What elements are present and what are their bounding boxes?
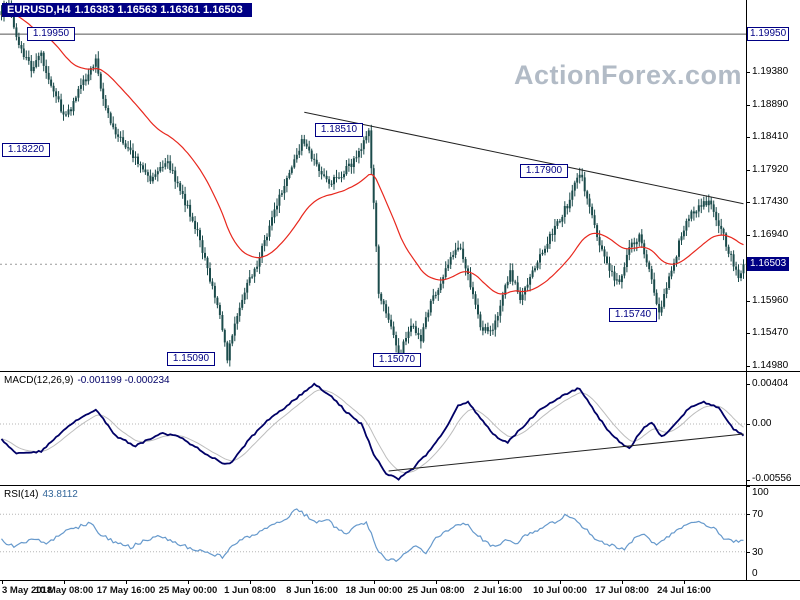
- price-axis-tick-label: 1.16940: [752, 229, 789, 240]
- time-axis-label: 17 Jul 08:00: [595, 585, 649, 596]
- time-axis-label: 25 May 00:00: [158, 585, 218, 596]
- time-axis-label: 10 May 08:00: [34, 585, 94, 596]
- panel-divider: [0, 371, 800, 372]
- time-axis-label: 10 Jul 00:00: [533, 585, 587, 596]
- macd-chart-canvas[interactable]: [0, 372, 746, 485]
- axis-tickmark: [746, 580, 750, 581]
- time-axis-label: 18 Jun 00:00: [345, 585, 403, 596]
- macd-values: -0.001199 -0.000234: [77, 375, 170, 386]
- axis-tickmark: [746, 384, 750, 385]
- rsi-axis-tick-label: 30: [752, 546, 764, 558]
- panel-divider: [0, 485, 800, 486]
- rsi-indicator-label: RSI(14) 43.8112: [4, 489, 78, 500]
- time-axis-label: 25 Jun 08:00: [407, 585, 465, 596]
- time-axis-label: 17 May 16:00: [96, 585, 156, 596]
- axis-tickmark: [746, 514, 750, 515]
- symbol-label: EURUSD,H4: [7, 4, 71, 16]
- price-axis-tick-label: 1.17920: [752, 164, 789, 175]
- rsi-axis-tick-label: 0: [752, 568, 758, 579]
- level-axis-label: 1.19950: [747, 27, 790, 41]
- time-axis-tickmark: [436, 581, 437, 584]
- time-axis-label: 3 May 2018: [2, 585, 53, 596]
- time-axis-tickmark: [250, 581, 251, 584]
- price-axis-tick-label: 1.18890: [752, 99, 789, 110]
- axis-tickmark: [746, 301, 750, 302]
- axis-tickmark: [746, 105, 750, 106]
- axis-divider: [746, 0, 747, 581]
- macd-axis-tick-label: 0.00: [752, 418, 772, 429]
- price-axis-tick-label: 1.18410: [752, 131, 789, 142]
- price-chart-canvas[interactable]: [0, 0, 746, 371]
- rsi-chart-canvas[interactable]: [0, 486, 746, 580]
- axis-tickmark: [746, 366, 750, 367]
- rsi-value: 43.8112: [42, 489, 78, 500]
- time-axis-tickmark: [684, 581, 685, 584]
- time-axis-tickmark: [622, 581, 623, 584]
- symbol-ohlc-header: EURUSD,H4 1.16383 1.16563 1.16361 1.16503: [2, 3, 252, 17]
- panel-divider: [0, 580, 800, 581]
- rsi-name: RSI(14): [4, 489, 39, 500]
- axis-tickmark: [746, 170, 750, 171]
- macd-indicator-label: MACD(12,26,9) -0.001199 -0.000234: [4, 375, 170, 386]
- time-axis-tickmark: [498, 581, 499, 584]
- time-axis-tickmark: [64, 581, 65, 584]
- axis-tickmark: [746, 235, 750, 236]
- axis-tickmark: [746, 333, 750, 334]
- time-axis-tickmark: [374, 581, 375, 584]
- axis-tickmark: [746, 486, 750, 487]
- axis-tickmark: [746, 202, 750, 203]
- rsi-axis-tick-label: 70: [752, 509, 764, 521]
- price-axis[interactable]: 1.19380 1.18890 1.18410 1.17920 1.17430 1.169…: [746, 0, 800, 581]
- watermark: ActionForex.com: [514, 60, 743, 90]
- axis-tickmark: [746, 552, 750, 553]
- time-axis-tickmark: [188, 581, 189, 584]
- time-axis-tickmark: [126, 581, 127, 584]
- axis-tickmark: [746, 424, 750, 425]
- current-price-axis-label: 1.16503: [747, 257, 790, 271]
- time-axis-tickmark: [312, 581, 313, 584]
- time-axis-label: 8 Jun 16:00: [286, 585, 338, 596]
- macd-name: MACD(12,26,9): [4, 375, 74, 386]
- axis-tickmark: [746, 480, 750, 481]
- macd-axis-tick-label: 0.00404: [752, 377, 789, 389]
- price-axis-tick-label: 1.15470: [752, 327, 789, 338]
- axis-tickmark: [746, 137, 750, 138]
- time-axis-tickmark: [560, 581, 561, 584]
- price-axis-tick-label: 1.19380: [752, 66, 789, 77]
- ohlc-values: 1.16383 1.16563 1.16361 1.16503: [74, 4, 243, 16]
- time-axis-tickmark: [2, 581, 3, 584]
- macd-axis-tick-label: -0.00556: [752, 473, 792, 484]
- axis-tickmark: [746, 72, 750, 73]
- price-axis-tick-label: 1.17430: [752, 196, 789, 207]
- time-axis-label: 1 Jun 08:00: [224, 585, 276, 596]
- time-axis-label: 2 Jul 16:00: [473, 585, 523, 596]
- time-axis[interactable]: 3 May 2018 10 May 08:00 17 May 16:00 25 May…: [0, 581, 800, 600]
- rsi-axis-tick-label: 100: [752, 487, 769, 498]
- time-axis-label: 24 Jul 16:00: [657, 585, 711, 596]
- price-axis-tick-label: 1.15960: [752, 295, 789, 306]
- price-axis-tick-label: 1.14980: [752, 360, 789, 371]
